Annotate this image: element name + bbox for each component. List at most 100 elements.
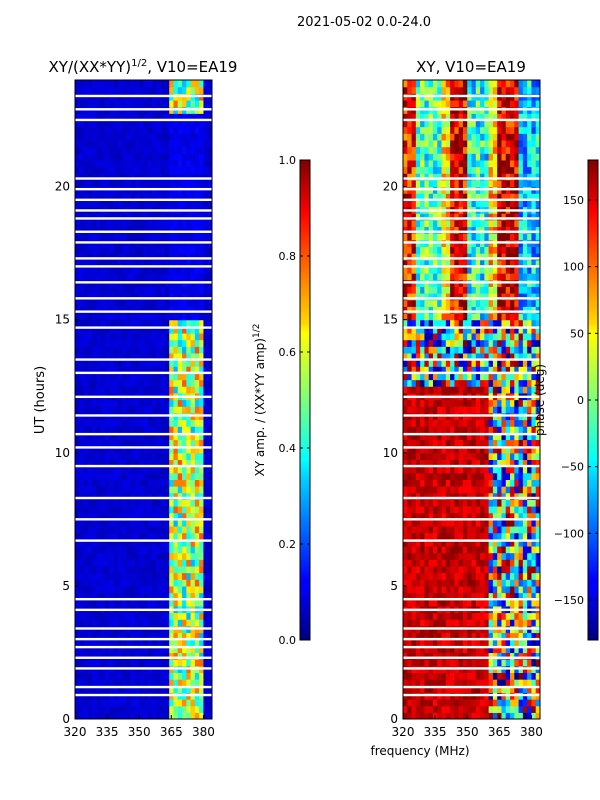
amplitude-cell xyxy=(160,612,166,620)
amplitude-cell xyxy=(143,446,149,454)
amplitude-cell xyxy=(139,339,145,347)
phase-cell xyxy=(424,459,430,467)
amplitude-cell xyxy=(152,645,157,654)
phase-cell xyxy=(420,432,426,441)
amplitude-cell xyxy=(182,539,187,547)
amplitude-cell xyxy=(96,233,102,241)
amplitude-cell xyxy=(126,459,132,467)
amplitude-cell xyxy=(160,359,166,367)
amplitude-cell xyxy=(199,452,205,461)
amplitude-cell xyxy=(156,679,162,687)
amplitude-cell xyxy=(152,246,157,254)
amplitude-cell xyxy=(194,559,200,567)
phase-cell xyxy=(450,619,455,627)
amplitude-cell xyxy=(199,679,205,687)
phase-cell xyxy=(450,346,455,354)
amplitude-cell xyxy=(79,446,85,454)
amplitude-cell xyxy=(152,679,157,687)
phase-cell xyxy=(467,472,473,480)
phase-cell xyxy=(531,439,537,447)
phase-cell xyxy=(420,506,426,514)
amplitude-cell xyxy=(100,219,106,228)
phase-cell xyxy=(458,539,464,547)
amplitude-cell xyxy=(134,406,140,414)
phase-cell xyxy=(505,359,511,367)
amplitude-cell xyxy=(147,193,153,201)
amplitude-cell xyxy=(143,619,149,627)
amplitude-cell xyxy=(139,126,145,134)
phase-cell xyxy=(488,352,494,361)
amplitude-cell xyxy=(194,645,200,654)
amplitude-cell xyxy=(199,86,205,94)
phase-cell xyxy=(428,486,434,494)
amplitude-cell xyxy=(160,432,166,441)
amplitude-cell xyxy=(113,506,119,514)
amplitude-cell xyxy=(152,319,157,327)
phase-cell xyxy=(445,659,451,667)
phase-cell xyxy=(480,499,485,507)
amplitude-cell xyxy=(160,166,166,174)
amplitude-cell xyxy=(96,712,102,719)
amplitude-cell xyxy=(109,506,115,514)
phase-cell xyxy=(501,512,507,520)
phase-cell xyxy=(518,386,524,394)
amplitude-cell xyxy=(83,579,89,587)
amplitude-cell xyxy=(126,159,132,168)
phase-cell xyxy=(471,486,477,494)
phase-cell xyxy=(415,439,421,447)
amplitude-cell xyxy=(156,80,162,88)
amplitude-cell xyxy=(160,119,166,128)
amplitude-cell xyxy=(139,446,145,454)
amplitude-cell xyxy=(152,492,157,500)
phase-cell xyxy=(488,372,494,381)
phase-cell xyxy=(432,532,438,540)
phase-cell xyxy=(411,519,417,527)
amplitude-cell xyxy=(194,432,200,441)
phase-cell xyxy=(488,346,494,354)
phase-cell xyxy=(424,685,430,693)
phase-cell xyxy=(411,386,417,394)
amplitude-cell xyxy=(117,133,123,141)
amplitude-cell xyxy=(109,113,115,121)
amplitude-cell xyxy=(83,146,89,154)
phase-cell xyxy=(428,652,434,660)
amplitude-cell xyxy=(130,126,136,134)
amplitude-cell xyxy=(147,579,153,587)
amplitude-cell xyxy=(96,545,102,554)
amplitude-cell xyxy=(96,599,102,607)
amplitude-cell xyxy=(92,312,98,321)
phase-cell xyxy=(428,512,434,520)
amplitude-cell xyxy=(100,639,106,647)
phase-cell xyxy=(488,705,494,713)
phase-cell xyxy=(475,579,481,587)
phase-cell xyxy=(510,612,515,620)
amplitude-cell xyxy=(126,466,132,474)
phase-cell xyxy=(424,592,430,600)
amplitude-cell xyxy=(182,492,187,500)
phase-cell xyxy=(462,379,468,387)
amplitude-cell xyxy=(130,153,136,161)
amplitude-cell xyxy=(109,446,115,454)
amplitude-cell xyxy=(92,552,98,560)
amplitude-cell xyxy=(130,645,136,654)
amplitude-cell xyxy=(182,319,187,327)
amplitude-cell xyxy=(75,139,80,148)
amplitude-cell xyxy=(96,266,102,274)
phase-cell xyxy=(501,705,507,713)
amplitude-cell xyxy=(104,332,110,341)
phase-cell xyxy=(441,705,447,713)
amplitude-cell xyxy=(203,426,209,434)
left-colorbar xyxy=(299,159,311,641)
phase-cell xyxy=(411,565,417,574)
amplitude-cell xyxy=(164,472,170,480)
phase-cell xyxy=(458,559,464,567)
phase-cell xyxy=(518,346,524,354)
phase-cell xyxy=(407,559,413,567)
amplitude-cell xyxy=(203,552,209,560)
phase-cell xyxy=(480,459,485,467)
amplitude-cell xyxy=(152,193,157,201)
phase-cell xyxy=(505,705,511,713)
amplitude-cell xyxy=(164,219,170,228)
amplitude-cell xyxy=(207,146,212,154)
phase-cell xyxy=(514,466,520,474)
